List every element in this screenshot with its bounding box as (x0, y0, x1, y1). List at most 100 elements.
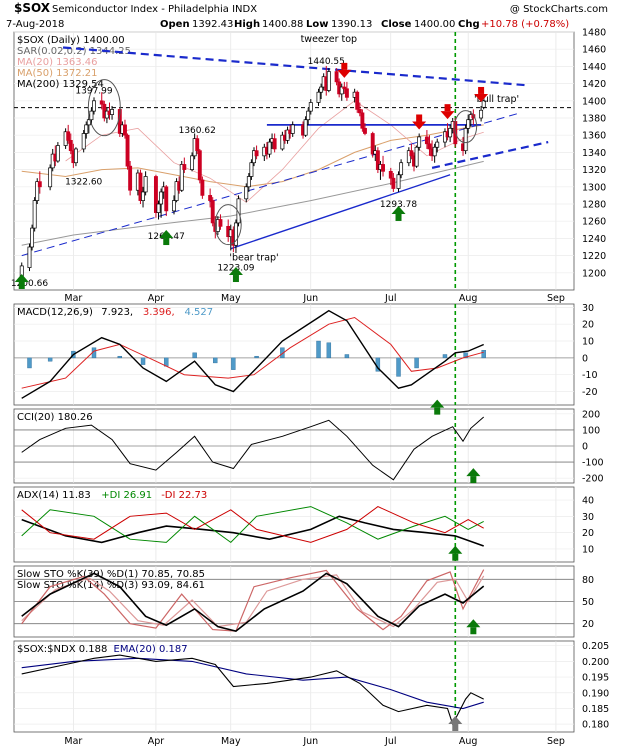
up-arrow-shaft (163, 238, 170, 246)
candle-body (210, 200, 215, 224)
down-arrow-head (412, 121, 427, 130)
y-tick-label: 0.190 (582, 688, 609, 699)
x-tick-label: Apr (148, 293, 165, 304)
up-arrow-head (448, 716, 463, 724)
candle-body (123, 124, 127, 136)
candle-body (424, 136, 429, 145)
high-value: 1400.88 (262, 19, 303, 30)
down-arrow-shaft (416, 114, 423, 122)
macd-histogram-bar (326, 342, 332, 359)
y-tick-label: 80 (582, 575, 594, 586)
candle-body (30, 227, 35, 248)
sto-plot (21, 569, 485, 635)
candle-body (417, 136, 422, 148)
candle-body (128, 165, 133, 191)
y-tick-label: 1420 (582, 79, 606, 90)
ma50-line (21, 124, 484, 188)
candle-body (92, 100, 96, 112)
candle-body (125, 134, 130, 167)
candle-body (32, 200, 37, 229)
candle-body (110, 109, 115, 115)
adx-frame (13, 486, 575, 563)
candle-body (272, 138, 277, 150)
candle-body (254, 150, 259, 157)
candle-body (48, 167, 53, 188)
up-arrow-shaft (434, 407, 441, 415)
candle-body (370, 133, 375, 155)
symbol-title: $SOX (14, 1, 51, 15)
macd-histogram-bar (117, 355, 123, 359)
price-label: 1360.62 (179, 126, 216, 136)
adx-plot (21, 506, 484, 561)
up-arrow (448, 545, 463, 561)
candle-body (290, 124, 295, 134)
close-label: Close (381, 19, 412, 30)
up-arrow (466, 619, 481, 635)
y-tick-label: 1480 (582, 28, 606, 39)
y-tick-label: 0.205 (582, 641, 609, 652)
candle-body (280, 134, 285, 150)
macd-panel: -20 -10 0 10 20 30 MACD(12,26,9) 7.923, 3.396, 4.… (13, 303, 598, 406)
chart-date: 7-Aug-2018 (6, 19, 64, 30)
x-tick-label: Sep (547, 293, 565, 304)
down-arrow-shaft (341, 62, 348, 70)
legend-entry: MA(20) 1363.46 (17, 57, 98, 68)
ratio-series-line (21, 657, 484, 710)
up-arrow-head (466, 619, 481, 628)
up-arrow-shaft (232, 275, 239, 283)
macd-histogram-bar (231, 357, 236, 370)
up-arrow-head (159, 230, 174, 239)
y-tick-label: -200 (582, 474, 604, 485)
price-plot: 1200.661322.601397.991360.621260.471223.… (11, 34, 574, 289)
index-name: Semiconductor Index - Philadelphia INDX (52, 4, 257, 15)
legend-entry: ADX(14) 11.83 (17, 490, 91, 501)
y-tick-label: 10 (582, 544, 594, 555)
down-arrow-shaft (444, 104, 451, 112)
candle-body (249, 162, 254, 177)
y-tick-label: 1240 (582, 234, 606, 245)
y-tick-label: 50 (582, 597, 594, 608)
macd-histogram-bar (254, 355, 259, 359)
candle-body (208, 195, 213, 201)
candle-body (427, 143, 432, 150)
y-tick-label: 20 (582, 528, 594, 539)
adx-panel: 10 20 30 40 ADX(14) 11.83 +DI 26.91 -DI 22.73 (13, 486, 594, 563)
candle-body (141, 191, 145, 201)
candle-body (244, 186, 249, 200)
macd-histogram-bar (414, 357, 419, 369)
watermark: @ StockCharts.com (510, 4, 608, 15)
low-value: 1390.13 (331, 19, 372, 30)
candle-body (81, 133, 86, 150)
legend-entry: EMA(20) 0.187 (114, 644, 188, 655)
candle-body (375, 150, 380, 170)
candle-body (37, 181, 42, 188)
up-arrow (14, 274, 29, 289)
sto-series-line (21, 574, 485, 628)
trendline (230, 174, 451, 250)
candle-body (391, 177, 396, 189)
candle-body (164, 186, 169, 212)
candle-body (409, 150, 414, 157)
x-tick-label: Jul (384, 293, 396, 304)
x-tick-label: May (221, 293, 241, 304)
cci-panel: -200 -100 0 100 200 CCI(20) 180.26 (13, 408, 604, 485)
macd-histogram-bar (481, 350, 486, 359)
sto-panel: 20 50 80 Slow STO %K(39) %D(1) 70.85, 70.85… (13, 565, 594, 638)
x-tick-label: Jun (302, 293, 318, 304)
candle-body (179, 164, 184, 191)
open-value: 1392.43 (192, 19, 233, 30)
down-arrow (474, 86, 489, 102)
adx-series-line (21, 506, 484, 543)
x-tick-label: Mar (64, 293, 82, 304)
y-tick-label: 0.200 (582, 657, 609, 668)
y-tick-label: 1260 (582, 217, 606, 228)
up-arrow (466, 468, 481, 484)
legend-entry: $SOX (Daily) 1400.00 (17, 35, 125, 46)
y-tick-label: 1200 (582, 268, 606, 279)
down-arrow-shaft (478, 86, 485, 94)
trendline (431, 141, 549, 169)
candle-body (99, 100, 104, 105)
close-value: 1400.00 (414, 19, 455, 30)
legend-entry: 4.527 (185, 307, 214, 318)
up-arrow-head (466, 468, 481, 477)
